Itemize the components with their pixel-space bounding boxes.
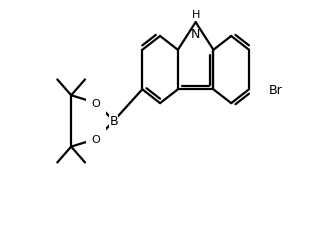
Text: Br: Br <box>269 83 283 96</box>
Text: H: H <box>191 10 200 20</box>
Text: B: B <box>109 115 118 128</box>
Text: O: O <box>92 99 100 109</box>
Text: N: N <box>191 28 200 41</box>
Text: O: O <box>92 134 100 144</box>
